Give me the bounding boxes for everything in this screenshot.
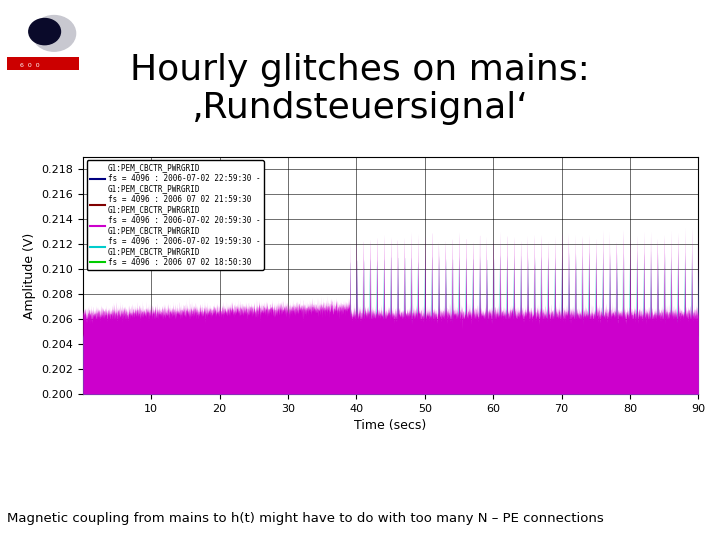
Text: ‚Rundsteuersignal‘: ‚Rundsteuersignal‘ xyxy=(192,91,528,125)
Y-axis label: Amplitude (V): Amplitude (V) xyxy=(22,232,36,319)
Circle shape xyxy=(32,16,76,51)
Text: 6  0  0: 6 0 0 xyxy=(20,63,40,68)
Text: G: G xyxy=(16,17,21,23)
Text: Hourly glitches on mains:: Hourly glitches on mains: xyxy=(130,53,590,87)
Legend: G1:PEM_CBCTR_PWRGRID
fs = 4096 : 2006-07-02 22:59:30 -
G1:PEM_CBCTR_PWRGRID, fs : G1:PEM_CBCTR_PWRGRID fs = 4096 : 2006-07… xyxy=(86,160,264,269)
X-axis label: Time (secs): Time (secs) xyxy=(354,420,427,433)
Circle shape xyxy=(29,18,60,45)
Text: e: e xyxy=(16,25,20,31)
Text: Magnetic coupling from mains to h(t) might have to do with too many N – PE conne: Magnetic coupling from mains to h(t) mig… xyxy=(7,512,604,525)
Text: O: O xyxy=(16,33,21,39)
Bar xyxy=(7,57,79,70)
